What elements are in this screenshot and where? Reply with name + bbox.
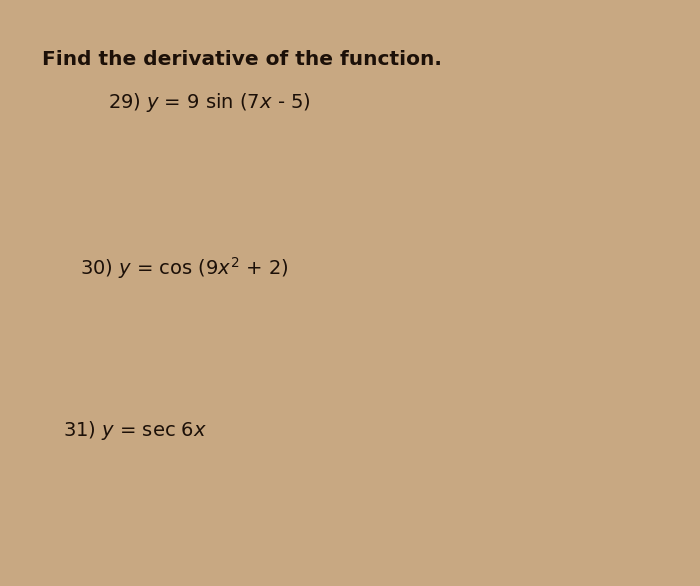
Text: 29) $y$ = 9 sin (7$x$ - 5): 29) $y$ = 9 sin (7$x$ - 5): [108, 91, 311, 114]
Text: 30) $y$ = cos (9$x^2$ + 2): 30) $y$ = cos (9$x^2$ + 2): [80, 255, 289, 281]
Text: Find the derivative of the function.: Find the derivative of the function.: [42, 50, 442, 69]
Text: 31) $y$ = sec 6$x$: 31) $y$ = sec 6$x$: [63, 419, 207, 442]
